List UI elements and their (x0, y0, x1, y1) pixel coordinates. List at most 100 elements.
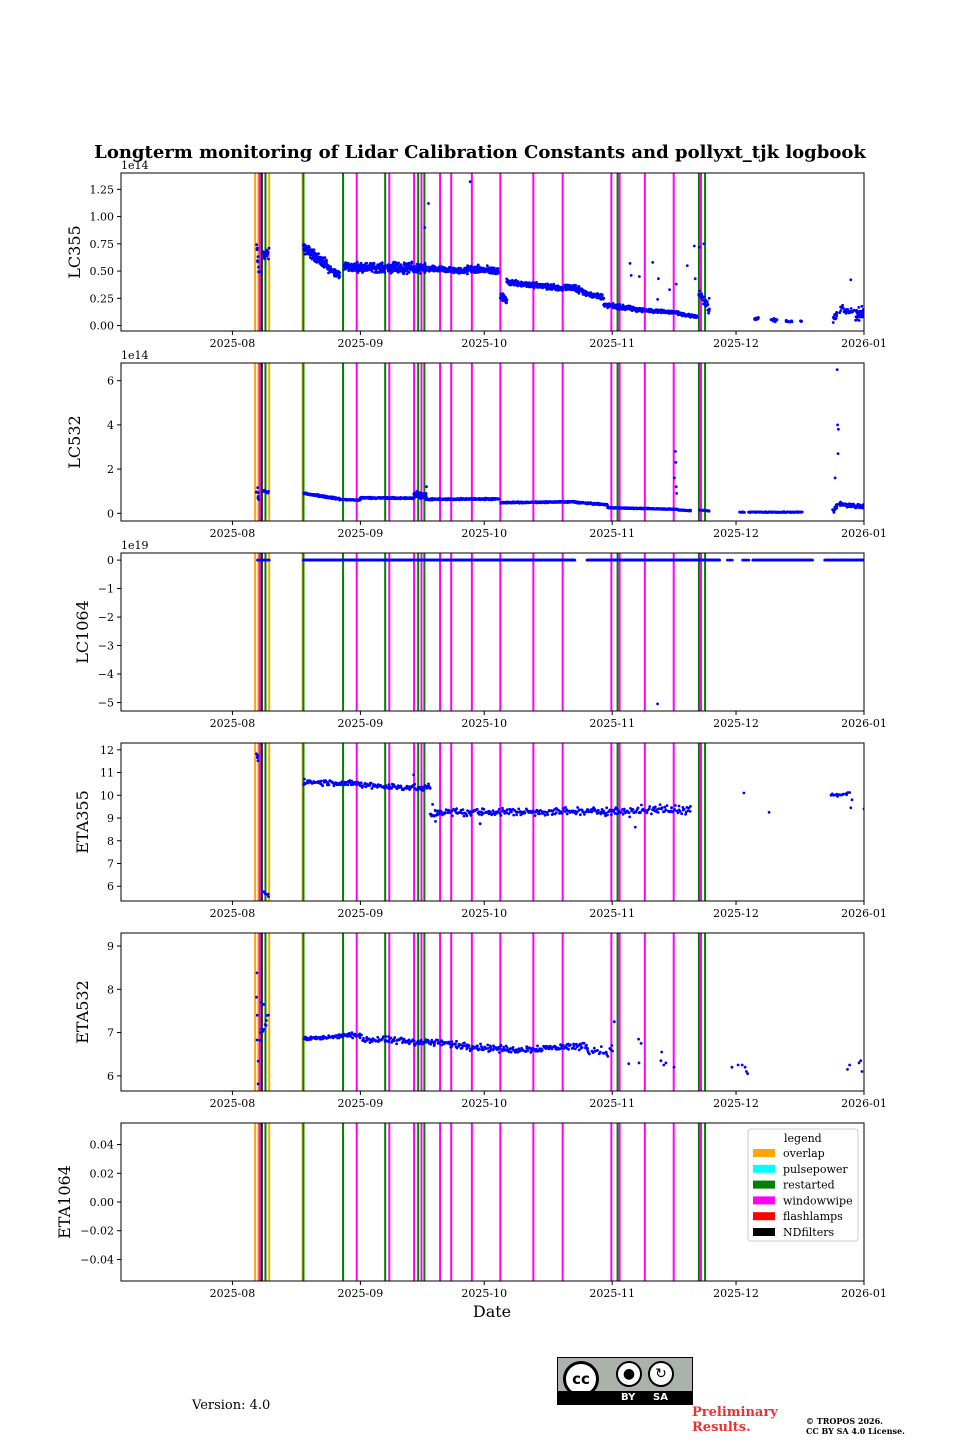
y-tick-label: 0.75 (90, 238, 115, 251)
data-point (835, 506, 839, 510)
data-point (502, 293, 506, 297)
data-point (700, 292, 703, 296)
data-point (835, 368, 839, 371)
data-points (254, 368, 864, 514)
y-tick-label: 1.00 (90, 211, 115, 224)
data-point (574, 284, 578, 287)
data-point (706, 303, 710, 307)
data-point (267, 558, 271, 562)
data-point (303, 252, 307, 256)
data-point (707, 509, 711, 513)
y-tick-label: 6 (107, 375, 114, 388)
data-point (383, 264, 387, 268)
data-point (638, 275, 641, 278)
data-point (497, 270, 500, 274)
data-point (383, 271, 386, 274)
data-point (423, 261, 427, 265)
y-tick-label: 0.50 (90, 265, 115, 278)
data-point (844, 312, 848, 315)
panel-lc1064: 2025-08 2025-09 2025-10 2025-11 2025-12 2026-… (73, 539, 887, 730)
data-point (790, 320, 794, 324)
data-point (689, 509, 692, 513)
data-point (505, 298, 509, 302)
x-tick-label: 2025-08 (210, 337, 256, 350)
data-point (427, 202, 430, 205)
data-point (267, 490, 270, 493)
data-point (656, 298, 659, 301)
x-tick-label: 2025-08 (210, 527, 256, 540)
data-point (399, 263, 403, 266)
data-point (846, 308, 850, 311)
data-point (423, 271, 427, 275)
data-point (365, 261, 369, 265)
data-point (477, 264, 480, 267)
data-point (254, 490, 258, 494)
y-axis-label: LC532 (65, 415, 84, 468)
y-axis-label: LC355 (65, 225, 84, 278)
y-tick-label: 2 (107, 463, 114, 476)
y-tick-label: 0.25 (90, 292, 115, 305)
x-tick-label: 2026-01 (841, 337, 887, 350)
x-tick-label: 2025-11 (589, 527, 635, 540)
data-point (839, 309, 843, 312)
data-point (407, 270, 411, 274)
data-point (841, 303, 845, 307)
data-point (841, 306, 845, 310)
data-point (355, 260, 359, 264)
data-point (697, 245, 701, 249)
data-point (836, 423, 839, 427)
data-point (657, 277, 660, 281)
data-point (361, 271, 364, 274)
data-point (743, 511, 746, 514)
data-point (257, 498, 261, 501)
data-point (337, 273, 341, 277)
x-tick-label: 2025-09 (338, 337, 384, 350)
data-point (308, 246, 311, 250)
data-point (600, 293, 604, 297)
data-point (266, 251, 270, 254)
data-point (707, 311, 710, 315)
data-point (674, 282, 678, 286)
data-point (651, 261, 655, 264)
axes-frame (120, 172, 865, 332)
x-tick-label: 2025-09 (338, 527, 384, 540)
axes-frame (120, 362, 865, 522)
data-point (775, 318, 779, 322)
data-point (685, 264, 689, 267)
data-point (857, 319, 861, 322)
data-point (641, 309, 645, 312)
data-point (702, 295, 706, 299)
data-point (668, 288, 671, 291)
x-tick-label: 2025-12 (713, 527, 759, 540)
data-point (707, 296, 711, 300)
data-point (304, 243, 307, 247)
data-point (263, 256, 267, 260)
data-point (673, 476, 676, 480)
data-point (256, 259, 259, 262)
data-point (390, 270, 394, 274)
data-point (383, 267, 386, 271)
data-point (705, 300, 709, 304)
data-point (852, 308, 856, 312)
logbook-events (254, 553, 707, 711)
data-point (425, 485, 428, 489)
data-point (674, 485, 678, 489)
data-point (757, 316, 760, 319)
data-point (857, 306, 861, 309)
data-point (834, 316, 838, 320)
logbook-events (254, 363, 707, 521)
data-point (800, 510, 804, 514)
y-tick-label: 1.25 (90, 183, 115, 196)
y-offset-label: 1e14 (121, 159, 149, 172)
data-point (675, 492, 678, 495)
data-point (849, 307, 853, 310)
y-offset-label: 1e14 (121, 349, 149, 362)
data-point (397, 261, 400, 265)
data-point (504, 296, 507, 299)
data-point (601, 297, 605, 301)
data-point (372, 261, 376, 265)
data-point (838, 311, 842, 314)
data-point (345, 266, 349, 270)
data-point (514, 278, 518, 282)
